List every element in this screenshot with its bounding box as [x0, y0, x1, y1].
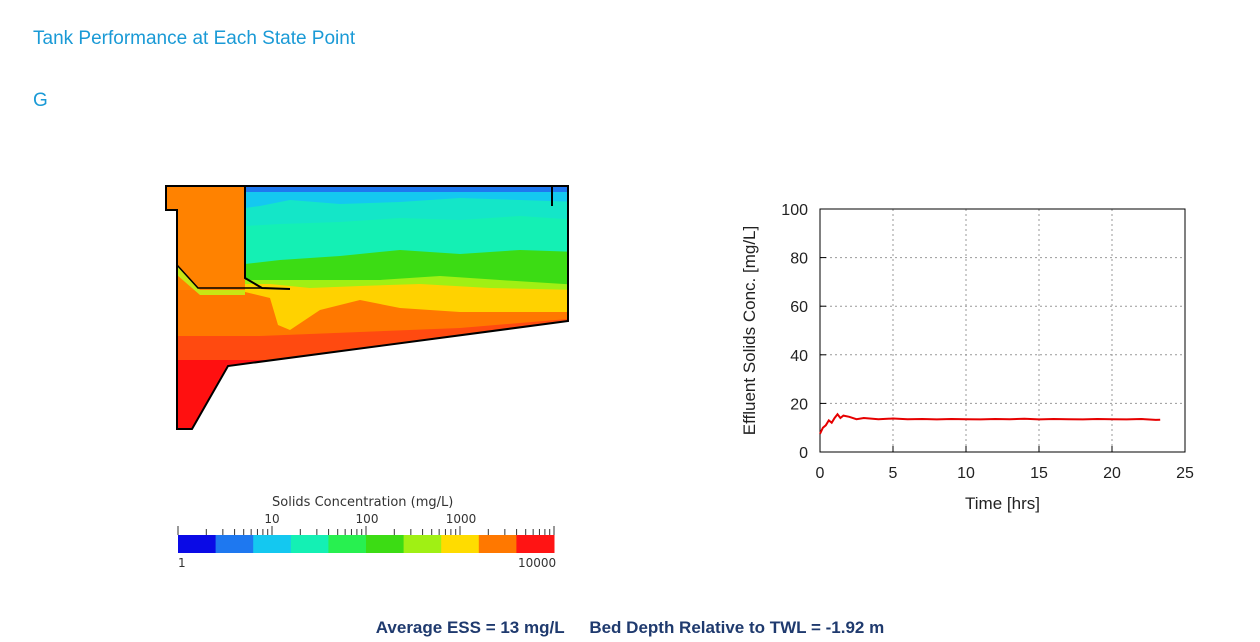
legend-swatch — [215, 535, 254, 553]
legend-swatch — [478, 535, 517, 553]
plot-frame — [819, 208, 1186, 453]
legend-swatches — [178, 535, 555, 553]
legend-swatch — [178, 535, 217, 553]
y-tick-label: 60 — [790, 299, 808, 316]
x-axis-label: Time [hrs] — [965, 494, 1040, 513]
y-tick-label: 40 — [790, 348, 808, 365]
series-line — [819, 412, 1161, 435]
legend-swatch — [403, 535, 442, 553]
legend-swatch — [366, 535, 405, 553]
y-tick-label: 100 — [781, 202, 808, 219]
x-tick-label: 5 — [889, 465, 898, 482]
legend-swatch — [516, 535, 555, 553]
x-tick-label: 0 — [816, 465, 825, 482]
legend-tick-1000: 1000 — [445, 512, 477, 526]
y-tick-label: 20 — [790, 396, 808, 413]
tank-contour-plot — [165, 185, 569, 430]
x-tick-label: 15 — [1030, 465, 1048, 482]
bed-depth-text: Bed Depth Relative to TWL = -1.92 m — [589, 618, 885, 637]
legend-tick-10: 10 — [264, 512, 280, 526]
state-point-label: G — [33, 90, 48, 111]
legend-swatch — [253, 535, 292, 553]
x-tick-label: 10 — [957, 465, 975, 482]
legend-min-label: 1 — [178, 556, 186, 570]
y-tick-label: 0 — [799, 445, 808, 462]
average-ess-text: Average ESS = 13 mg/L — [375, 618, 565, 637]
summary-footer: Average ESS = 13 mg/L Bed Depth Relative… — [0, 618, 1260, 638]
x-tick-label: 20 — [1103, 465, 1121, 482]
color-legend-bar — [177, 526, 555, 553]
legend-tick-marks — [177, 526, 555, 535]
legend-tick-100: 100 — [355, 512, 379, 526]
concentration-field — [166, 186, 568, 429]
effluent-solids-chart: 0 5 10 15 20 25 0 20 40 60 80 100 Time [hrs] Effluent… — [740, 202, 1194, 513]
legend-swatch — [328, 535, 367, 553]
legend-swatch — [441, 535, 480, 553]
y-tick-label: 80 — [790, 251, 808, 268]
page-title: Tank Performance at Each State Point — [33, 28, 356, 49]
y-axis-label: Effluent Solids Conc. [mg/L] — [740, 226, 759, 435]
legend-swatch — [290, 535, 329, 553]
x-tick-label: 25 — [1176, 465, 1194, 482]
legend-title: Solids Concentration (mg/L) — [272, 495, 454, 510]
legend-max-label: 10000 — [518, 556, 557, 570]
